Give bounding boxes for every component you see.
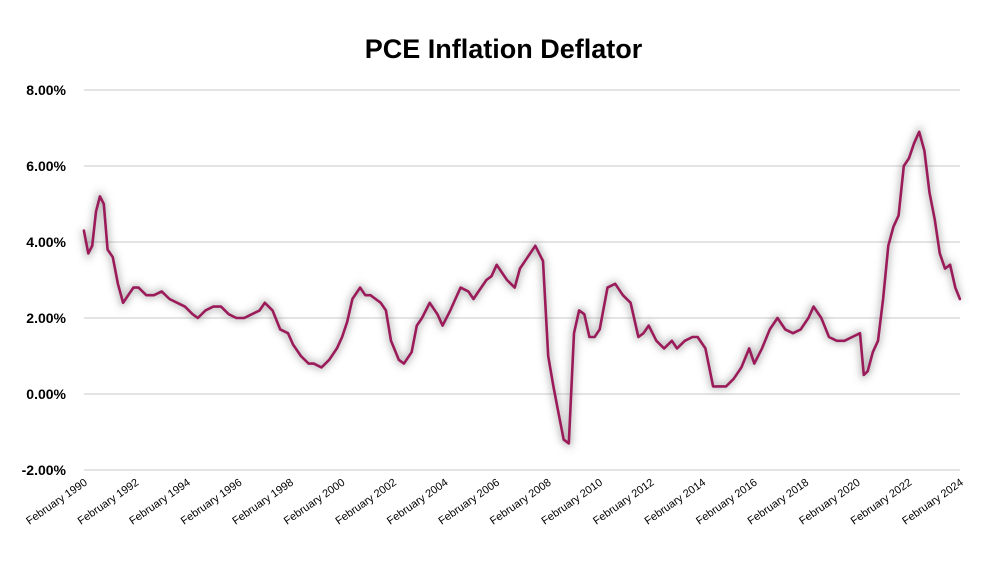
y-tick-label: -2.00%	[22, 462, 67, 478]
grid-lines	[84, 89, 960, 471]
y-tick-label: 6.00%	[26, 158, 66, 174]
y-tick-label: 8.00%	[26, 82, 66, 98]
y-tick-label: 4.00%	[26, 234, 66, 250]
series-line	[82, 130, 962, 445]
y-tick-label: 2.00%	[26, 310, 66, 326]
y-tick-label: 0.00%	[26, 386, 66, 402]
series-line-shadow	[81, 124, 963, 449]
chart-title: PCE Inflation Deflator	[364, 34, 643, 64]
y-axis-ticks: 8.00% 6.00% 4.00% 2.00% 0.00% -2.00%	[22, 82, 67, 478]
